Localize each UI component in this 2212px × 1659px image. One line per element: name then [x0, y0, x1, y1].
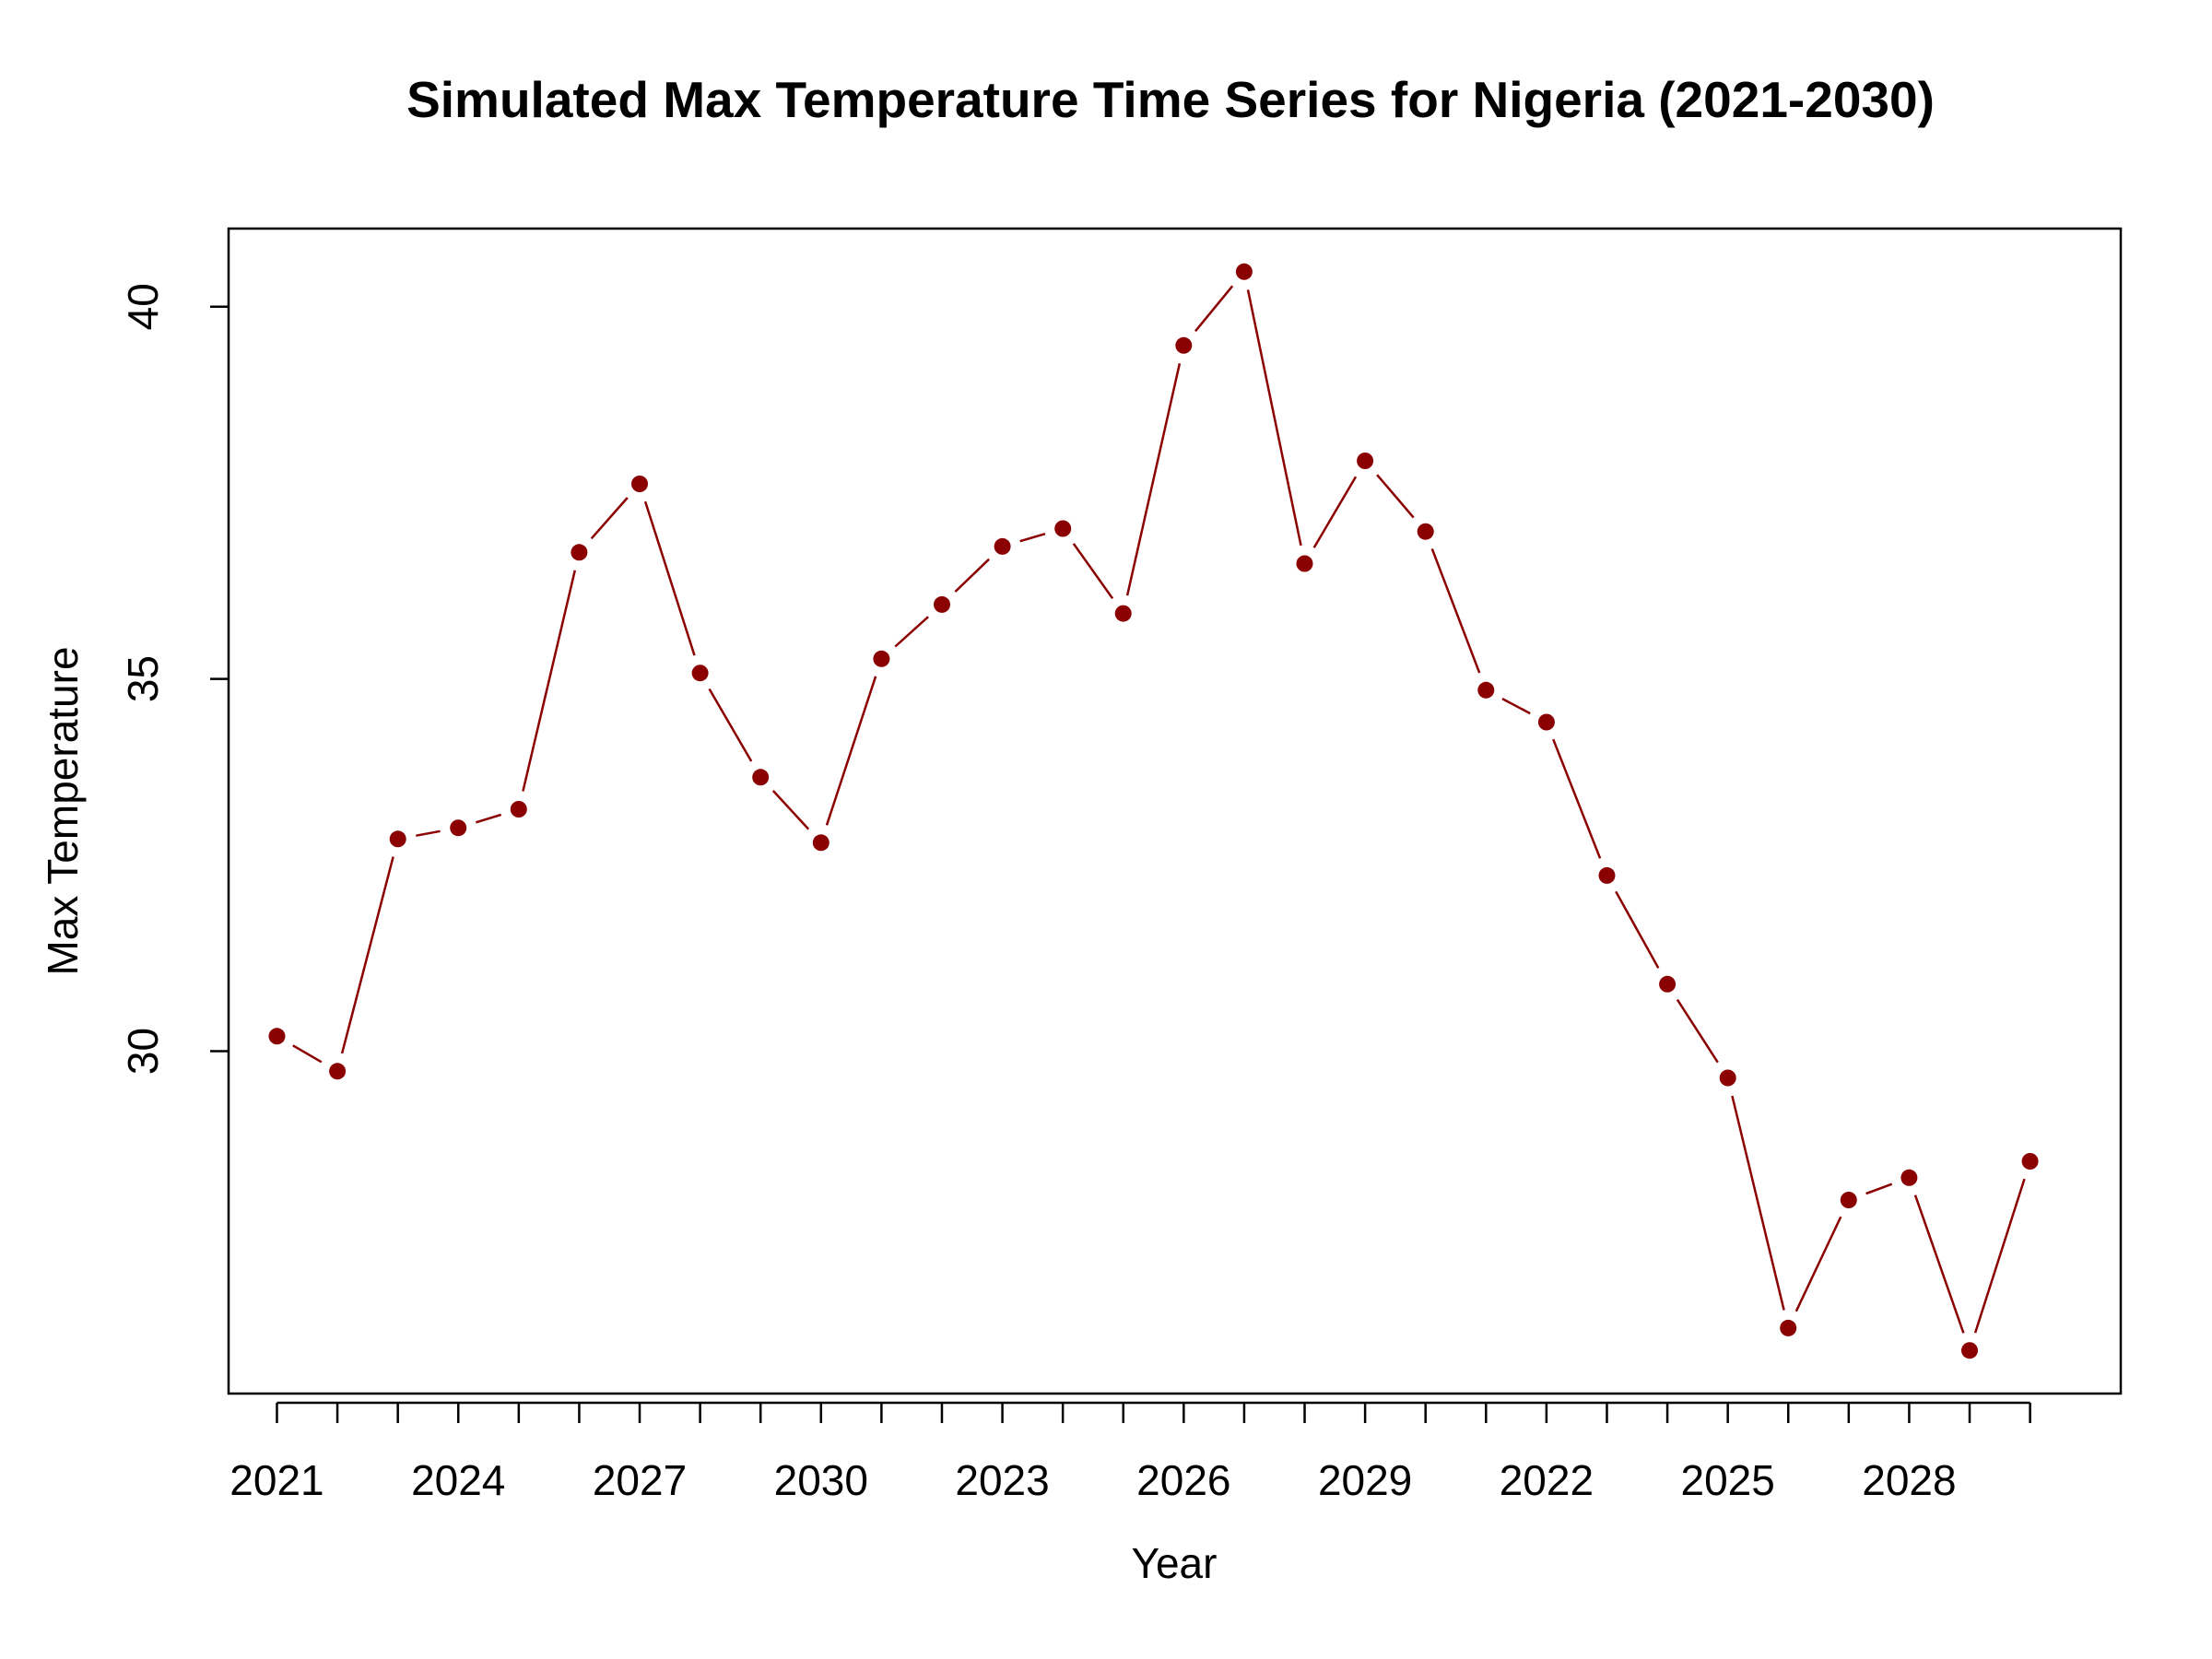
y-tick-label: 30: [119, 1028, 167, 1075]
series-segment: [894, 616, 929, 648]
series-segment: [590, 497, 629, 540]
x-tick-label: 2030: [774, 1456, 868, 1504]
y-tick-label: 35: [119, 655, 167, 702]
series-segment: [1794, 1216, 1842, 1312]
series-points: [268, 263, 2039, 1359]
data-point: [1114, 605, 1132, 622]
x-tick-label: 2023: [955, 1456, 1049, 1504]
data-point: [1054, 520, 1072, 537]
series-segment: [292, 1044, 323, 1064]
x-axis: 2021 2024 2027 2030 2023 2026 2029 2022 2025 2028: [229, 1401, 2031, 1504]
y-tick-label: 40: [119, 283, 167, 330]
x-tick-label: 2024: [411, 1456, 505, 1504]
series-segment: [1312, 476, 1358, 548]
data-point: [450, 819, 467, 837]
data-point: [2021, 1153, 2039, 1170]
y-axis: 30 35 40: [119, 283, 229, 1075]
x-tick-label: 2026: [1136, 1456, 1230, 1504]
series-segment: [1125, 363, 1182, 596]
data-point: [1659, 975, 1677, 993]
series-segment: [1973, 1178, 2026, 1334]
x-tick-label: 2029: [1318, 1456, 1412, 1504]
series-segment: [1246, 289, 1302, 547]
data-point: [934, 595, 950, 613]
series-segment: [954, 558, 990, 593]
series-line: [292, 285, 2026, 1334]
data-point: [1900, 1169, 1918, 1186]
data-point: [268, 1028, 286, 1045]
series-segment: [416, 830, 441, 837]
x-tick-label: 2027: [593, 1456, 687, 1504]
series-segment: [1552, 738, 1602, 859]
data-point: [631, 476, 648, 492]
data-point: [1357, 453, 1374, 469]
series-segment: [771, 790, 810, 830]
data-point: [1780, 1319, 1797, 1336]
series-segment: [1019, 533, 1046, 543]
series-segment: [1676, 998, 1719, 1064]
data-point: [1296, 555, 1313, 572]
plot-frame: [227, 227, 2123, 1395]
data-point: [329, 1063, 347, 1080]
series-segment: [1072, 543, 1114, 600]
series-segment: [708, 688, 753, 762]
data-point: [812, 834, 830, 852]
data-point: [389, 830, 406, 848]
x-tick-label: 2025: [1680, 1456, 1774, 1504]
series-segment: [340, 856, 394, 1054]
series-segment: [1376, 474, 1415, 519]
data-point: [1235, 263, 1253, 280]
series-segment: [1194, 285, 1234, 333]
data-point: [1477, 681, 1495, 699]
data-point: [1961, 1342, 1978, 1359]
series-segment: [825, 676, 877, 826]
series-segment: [522, 570, 577, 792]
data-point: [1417, 523, 1434, 540]
data-point: [571, 544, 588, 561]
series-segment: [1731, 1095, 1785, 1311]
y-axis-label: Max Temperature: [39, 646, 87, 975]
series-segment: [476, 813, 502, 824]
data-point: [1719, 1069, 1736, 1087]
series-segment: [1501, 697, 1531, 715]
x-tick-label: 2021: [229, 1456, 324, 1504]
x-axis-label: Year: [1132, 1539, 1218, 1587]
data-point: [510, 801, 527, 818]
x-tick-label: 2022: [1500, 1456, 1594, 1504]
x-tick-label: 2028: [1862, 1456, 1956, 1504]
data-point: [691, 665, 709, 682]
series-segment: [1913, 1194, 1965, 1334]
data-point: [1840, 1192, 1857, 1208]
data-point: [1175, 336, 1193, 354]
series-segment: [1430, 547, 1481, 674]
data-point: [994, 537, 1011, 555]
series-segment: [1865, 1182, 1893, 1195]
data-point: [752, 769, 770, 786]
chart-title: Simulated Max Temperature Time Series fo…: [406, 71, 1935, 128]
series-segment: [1615, 890, 1660, 969]
series-segment: [643, 500, 696, 656]
data-point: [1598, 866, 1616, 884]
data-point: [1537, 713, 1555, 731]
data-point: [873, 650, 890, 667]
